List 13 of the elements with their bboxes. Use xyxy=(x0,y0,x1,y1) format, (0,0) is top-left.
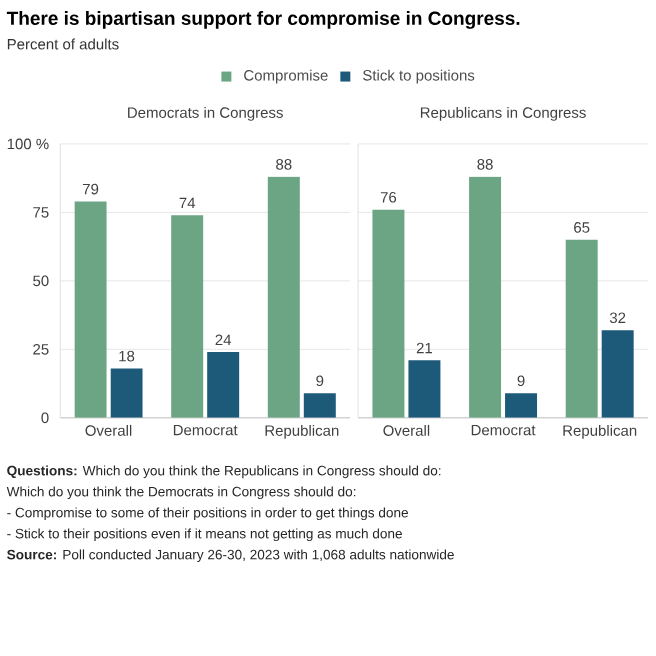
bar xyxy=(505,393,538,418)
bar xyxy=(469,176,502,418)
bar xyxy=(303,393,336,418)
bar xyxy=(408,360,441,418)
bar xyxy=(565,239,598,418)
text: There is bipartisan support for compromise in Congress. xyxy=(6,11,520,29)
bar xyxy=(74,201,107,418)
bar xyxy=(207,352,240,418)
bar xyxy=(171,215,204,418)
bar xyxy=(267,176,300,418)
bar xyxy=(110,368,143,418)
bar xyxy=(372,209,405,418)
bar xyxy=(601,330,634,418)
